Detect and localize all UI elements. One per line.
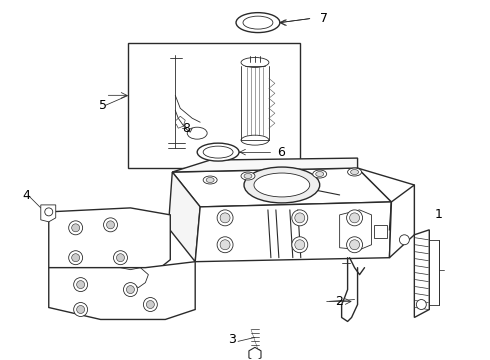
Bar [128, 42, 300, 168]
Ellipse shape [313, 170, 327, 178]
Circle shape [292, 210, 308, 226]
Circle shape [399, 235, 409, 245]
Polygon shape [340, 210, 371, 250]
Circle shape [74, 302, 88, 316]
Circle shape [295, 213, 305, 223]
Circle shape [147, 301, 154, 309]
Ellipse shape [350, 170, 359, 175]
Circle shape [76, 280, 85, 289]
Circle shape [69, 251, 83, 265]
Ellipse shape [241, 172, 255, 180]
Polygon shape [249, 347, 261, 360]
Polygon shape [172, 168, 392, 207]
Text: 1: 1 [434, 208, 442, 221]
Ellipse shape [244, 174, 252, 179]
Polygon shape [49, 208, 171, 268]
Ellipse shape [244, 167, 319, 203]
Polygon shape [195, 202, 392, 262]
Text: 7: 7 [319, 12, 328, 25]
Circle shape [292, 237, 308, 253]
Ellipse shape [347, 168, 362, 176]
Circle shape [144, 298, 157, 311]
Polygon shape [41, 205, 56, 222]
Ellipse shape [206, 177, 214, 183]
Polygon shape [49, 262, 195, 319]
Circle shape [45, 208, 53, 216]
Circle shape [123, 283, 137, 297]
Circle shape [114, 251, 127, 265]
Circle shape [72, 224, 80, 232]
Polygon shape [415, 230, 429, 318]
Circle shape [346, 237, 363, 253]
Ellipse shape [236, 13, 280, 32]
Circle shape [76, 306, 85, 314]
Circle shape [217, 237, 233, 253]
Text: 3: 3 [228, 333, 236, 346]
Polygon shape [358, 168, 415, 235]
Ellipse shape [203, 146, 233, 158]
Ellipse shape [254, 173, 310, 197]
Circle shape [295, 240, 305, 250]
Circle shape [117, 254, 124, 262]
Circle shape [106, 221, 115, 229]
Circle shape [74, 278, 88, 292]
Circle shape [217, 210, 233, 226]
Text: 2: 2 [335, 295, 343, 308]
Polygon shape [172, 158, 358, 172]
Circle shape [346, 210, 363, 226]
Circle shape [349, 240, 360, 250]
Polygon shape [168, 172, 200, 262]
Text: 5: 5 [98, 99, 106, 112]
Polygon shape [374, 225, 388, 238]
Circle shape [69, 221, 83, 235]
Circle shape [103, 218, 118, 232]
Text: 4: 4 [23, 189, 31, 202]
Ellipse shape [197, 143, 239, 161]
Polygon shape [390, 185, 415, 258]
Circle shape [349, 213, 360, 223]
Circle shape [220, 213, 230, 223]
Text: 6: 6 [277, 145, 285, 159]
Circle shape [126, 285, 134, 293]
Ellipse shape [316, 171, 324, 176]
Text: 8: 8 [182, 122, 190, 135]
Circle shape [72, 254, 80, 262]
Circle shape [416, 300, 426, 310]
Circle shape [220, 240, 230, 250]
Ellipse shape [203, 176, 217, 184]
Ellipse shape [243, 16, 273, 29]
